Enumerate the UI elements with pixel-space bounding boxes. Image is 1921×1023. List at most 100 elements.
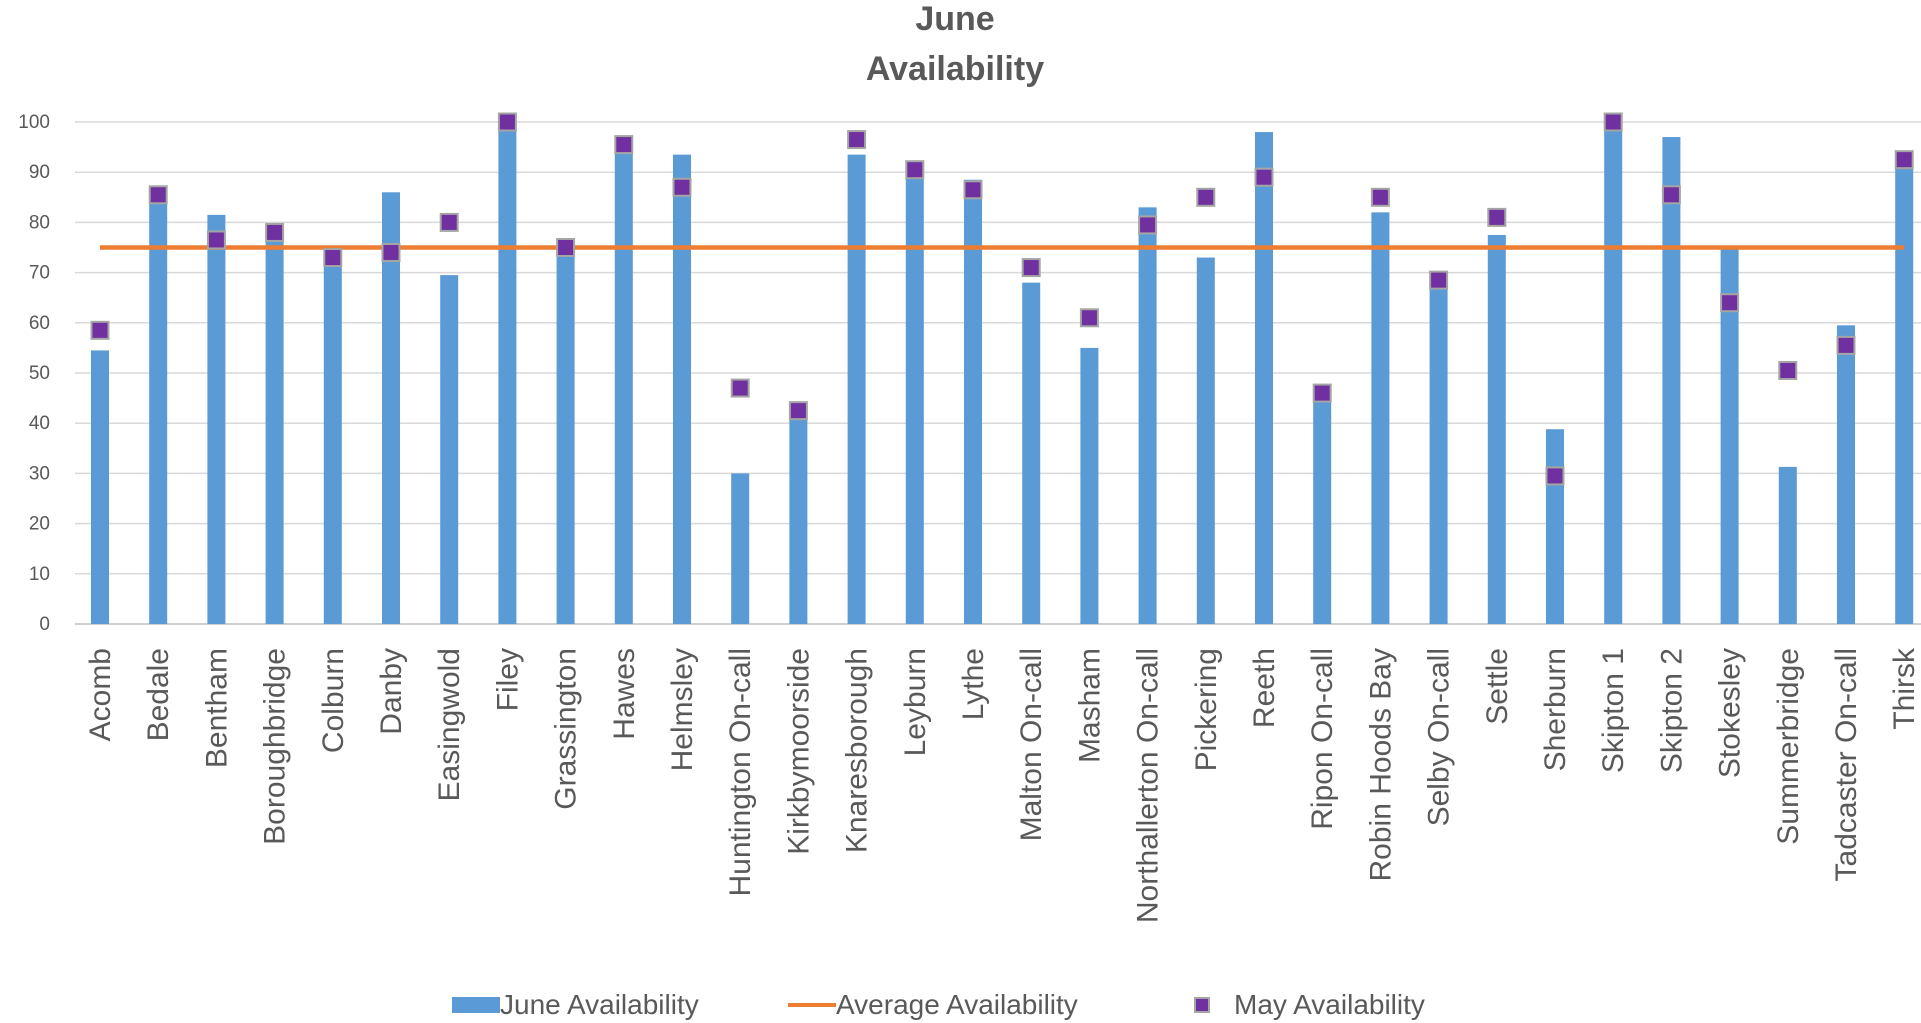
may-marker <box>439 212 459 232</box>
x-tick-label: Settle <box>1481 648 1514 725</box>
x-tick-label: Ripon On-call <box>1306 648 1339 830</box>
may-marker <box>1836 335 1856 355</box>
x-tick-label: Skipton 2 <box>1655 648 1688 773</box>
may-marker <box>1778 360 1798 380</box>
legend-marker-swatch <box>1194 996 1210 1013</box>
legend-item-may: May Availability <box>1194 986 1425 1023</box>
may-marker <box>1545 466 1565 486</box>
bar <box>1022 282 1041 624</box>
x-tick-label: Skipton 1 <box>1597 648 1630 773</box>
may-marker <box>905 160 925 180</box>
bar <box>1837 325 1855 624</box>
x-tick-label: Masham <box>1073 648 1106 763</box>
x-axis-tick-labels: Acomb Bedale Bentham Boroughbridge Colburn Da… <box>84 647 1921 923</box>
y-tick-label: 80 <box>29 212 50 233</box>
bar <box>1371 212 1390 625</box>
x-tick-label: Huntington On-call <box>724 648 757 896</box>
x-tick-label: Lythe <box>957 648 990 720</box>
bar <box>1778 466 1797 624</box>
legend-bar-swatch <box>452 996 500 1013</box>
bar <box>1196 257 1215 624</box>
x-tick-label: Danby <box>375 648 408 735</box>
may-marker <box>1196 187 1216 207</box>
x-tick-label: Selby On-call <box>1423 648 1456 826</box>
x-tick-label: Acomb <box>84 648 117 741</box>
x-tick-label: Bedale <box>142 648 175 741</box>
bar <box>905 169 924 624</box>
x-tick-label: Stokesley <box>1714 648 1747 778</box>
may-marker <box>323 248 343 268</box>
bar <box>323 247 342 624</box>
legend-label-may: May Availability <box>1234 988 1425 1020</box>
bar <box>1604 122 1623 624</box>
x-tick-label: Pickering <box>1190 648 1223 771</box>
bar <box>149 197 168 625</box>
may-marker <box>1894 150 1914 170</box>
x-tick-label: Tadcaster On-call <box>1830 648 1863 881</box>
y-tick-label: 20 <box>29 514 50 535</box>
may-marker <box>90 320 110 340</box>
may-marker <box>1720 293 1740 313</box>
x-tick-label: Reeth <box>1248 648 1281 728</box>
bar <box>1546 429 1564 624</box>
x-tick-label: Malton On-call <box>1015 648 1048 841</box>
may-marker <box>788 401 808 421</box>
legend: June Availability Average Availability M… <box>0 986 1921 1023</box>
x-tick-label: Hawes <box>608 648 641 740</box>
legend-item-average: Average Availability <box>788 986 1078 1023</box>
bar-series <box>91 122 1914 625</box>
may-marker <box>730 378 750 398</box>
may-marker <box>265 222 285 242</box>
x-tick-label: Knaresborough <box>841 648 874 853</box>
bar <box>847 154 866 624</box>
bar <box>1662 137 1681 624</box>
may-marker <box>1021 258 1041 278</box>
may-marker <box>672 177 692 197</box>
bar <box>382 192 400 624</box>
may-marker <box>1429 270 1449 290</box>
x-tick-label: Sherburn <box>1539 648 1572 771</box>
bar <box>731 473 750 624</box>
y-tick-label: 70 <box>29 263 50 284</box>
may-marker <box>1370 187 1390 207</box>
x-tick-label: Easingwold <box>433 648 466 801</box>
bar <box>1255 132 1273 625</box>
legend-line-swatch <box>788 1002 836 1007</box>
x-tick-label: Helmsley <box>666 648 699 771</box>
may-marker <box>1138 215 1158 235</box>
x-tick-label: Leyburn <box>899 648 932 756</box>
bar <box>1895 159 1914 624</box>
may-marker <box>381 243 401 263</box>
legend-label-average: Average Availability <box>836 988 1078 1020</box>
bar <box>789 408 808 624</box>
may-marker <box>206 230 226 250</box>
bar <box>91 350 109 624</box>
x-tick-label: Filey <box>491 648 524 711</box>
y-tick-label: 90 <box>29 162 50 183</box>
may-marker <box>847 130 867 150</box>
bar <box>1429 287 1448 624</box>
x-tick-label: Boroughbridge <box>259 648 292 845</box>
marker-series <box>90 112 1914 486</box>
may-marker <box>1254 167 1274 187</box>
gridlines <box>75 121 1921 625</box>
x-tick-label: Robin Hoods Bay <box>1364 648 1397 881</box>
x-tick-label: Thirsk <box>1888 647 1921 730</box>
y-tick-label: 60 <box>29 313 50 334</box>
bar <box>673 154 691 624</box>
may-marker <box>614 135 634 155</box>
x-tick-label: Grassington <box>550 648 583 810</box>
x-tick-label: Kirkbymoorside <box>782 648 815 855</box>
legend-label-june: June Availability <box>500 988 699 1020</box>
bar <box>1138 207 1157 624</box>
may-marker <box>1487 207 1507 227</box>
bar <box>265 239 284 624</box>
bar <box>614 144 633 624</box>
y-tick-label: 0 <box>39 614 50 635</box>
bar <box>964 179 982 625</box>
y-tick-label: 40 <box>29 413 50 434</box>
y-tick-label: 30 <box>29 463 50 484</box>
bar <box>1487 234 1506 624</box>
may-marker <box>963 180 983 200</box>
bar <box>556 247 575 624</box>
